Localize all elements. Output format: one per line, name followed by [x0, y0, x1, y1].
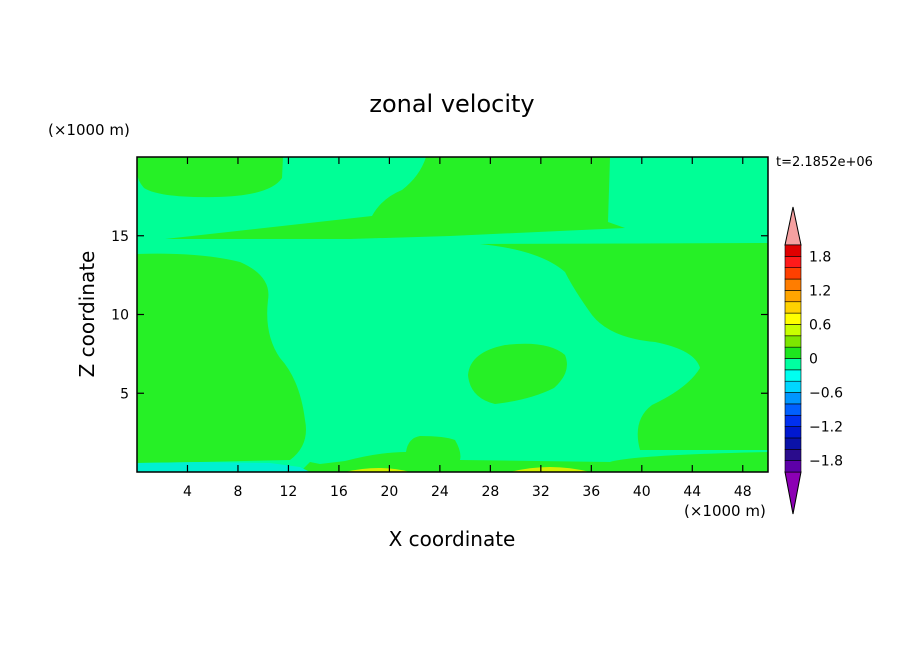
x-tick-label: 28 — [481, 484, 499, 500]
contour-region-central-blob — [468, 343, 567, 404]
y-tick-label: 10 — [111, 308, 129, 324]
colorbar-swatch — [784, 460, 802, 473]
colorbar-swatch — [784, 380, 802, 393]
colorbar-swatch — [784, 369, 802, 382]
x-tick-label: 48 — [734, 484, 752, 500]
chart-title: zonal velocity — [369, 90, 534, 118]
x-tick-label: 4 — [183, 484, 192, 500]
contour-region-bottom-blob — [300, 436, 768, 472]
colorbar-swatch — [784, 324, 802, 337]
colorbar-tick-label: −0.6 — [809, 386, 843, 402]
x-tick-label: 16 — [330, 484, 348, 500]
contour-region-bottom-yellow — [345, 467, 590, 472]
time-label: t=2.1852e+06 — [776, 155, 873, 170]
colorbar-swatch — [784, 426, 802, 439]
x-tick-label: 32 — [532, 484, 550, 500]
colorbar-swatch — [784, 392, 802, 405]
x-tick-label: 44 — [683, 484, 701, 500]
contour-region-right-middle — [480, 243, 768, 450]
colorbar-swatch — [784, 312, 802, 325]
colorbar-swatch — [784, 290, 802, 303]
colorbar-tick-label: 0.6 — [809, 317, 831, 333]
colorbar-swatch — [784, 301, 802, 314]
x-tick-label: 8 — [233, 484, 242, 500]
colorbar-tick-label: 1.2 — [809, 283, 831, 299]
colorbar-swatch — [784, 403, 802, 416]
contour-region-upper-middle — [165, 157, 625, 239]
contour-region-left-middle — [137, 253, 306, 463]
colorbar-swatch — [784, 346, 802, 359]
x-tick-label: 12 — [280, 484, 298, 500]
colorbar-swatch — [784, 358, 802, 371]
plot-area — [137, 157, 768, 472]
y-tick-label: 5 — [120, 386, 129, 402]
x-tick-label: 20 — [380, 484, 398, 500]
x-axis-label: X coordinate — [389, 527, 516, 551]
y-tick-label: 15 — [111, 229, 129, 245]
colorbar-swatch — [784, 244, 802, 257]
contour-region-upper-left — [137, 157, 283, 198]
colorbar-tick-label: −1.8 — [809, 454, 843, 470]
colorbar-tick-label: −1.2 — [809, 420, 843, 436]
colorbar-over-triangle — [784, 206, 802, 246]
x-tick-label: 36 — [582, 484, 600, 500]
colorbar-swatch — [784, 267, 802, 280]
x-unit-label: (×1000 m) — [684, 502, 766, 520]
x-axis-ticks: 4 8 12 16 20 24 28 32 36 40 44 48 — [183, 157, 752, 500]
colorbar-tick-label: 0 — [809, 352, 818, 368]
colorbar: 1.8 1.2 0.6 0 −0.6 −1.2 −1.8 — [784, 206, 843, 515]
colorbar-swatch — [784, 256, 802, 269]
colorbar-under-triangle — [784, 471, 802, 515]
x-tick-label: 24 — [431, 484, 449, 500]
colorbar-swatch — [784, 448, 802, 461]
y-axis-ticks: 5 10 15 — [111, 229, 768, 402]
x-tick-label: 40 — [633, 484, 651, 500]
y-axis-label: Z coordinate — [75, 251, 99, 378]
colorbar-swatch — [784, 335, 802, 348]
colorbar-swatch — [784, 414, 802, 427]
y-unit-label: (×1000 m) — [48, 121, 130, 139]
contour-region-bottom-strip — [137, 462, 310, 472]
colorbar-swatch — [784, 437, 802, 450]
colorbar-tick-label: 1.8 — [809, 249, 831, 265]
colorbar-swatch — [784, 278, 802, 291]
